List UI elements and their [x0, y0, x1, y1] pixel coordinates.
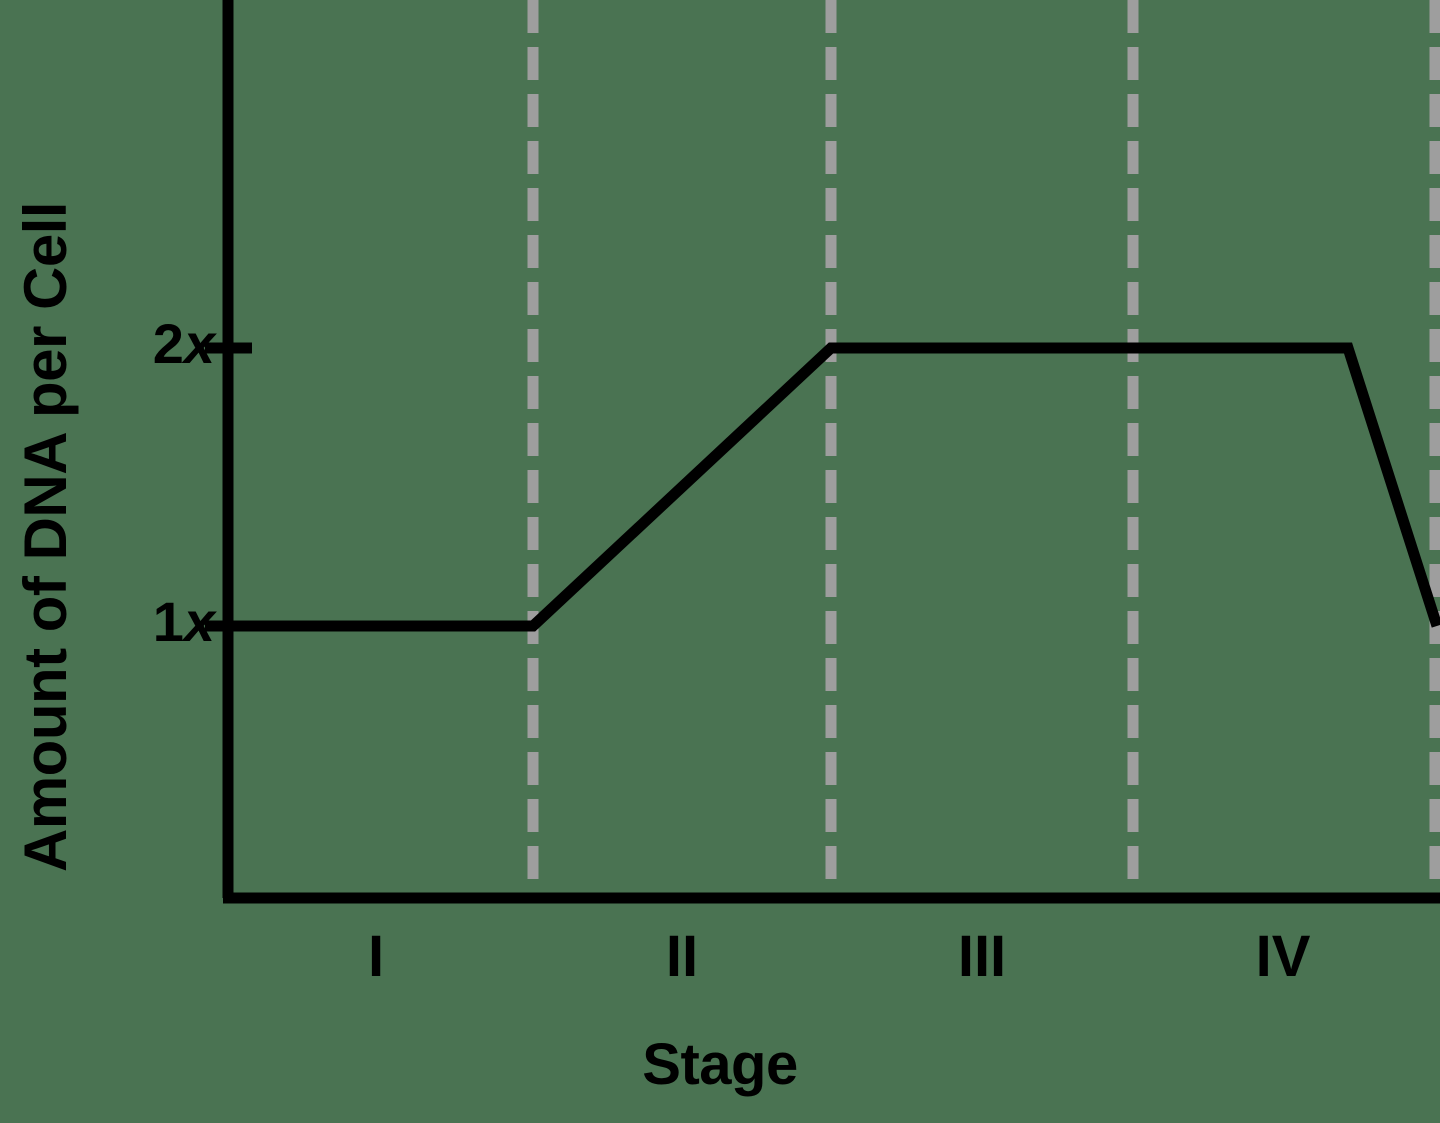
- axis-lines: [222, 0, 1440, 904]
- y-tick-label-1x: 1x: [0, 594, 215, 650]
- x-tick-label-stage-i: I: [367, 924, 385, 989]
- y-axis-title: Amount of DNA per Cell: [12, 201, 79, 872]
- y-tick-label-2x-prefix: 2: [152, 312, 184, 375]
- x-tick-label-stage-iv: IV: [1255, 924, 1311, 989]
- stage-divider-lines: [527, 0, 1440, 898]
- y-tick-label-2x-variable: x: [183, 312, 215, 375]
- dna-amount-data-line: [228, 342, 1440, 632]
- x-tick-label-stage-ii: II: [665, 924, 699, 989]
- y-tick-label-2x: 2x: [0, 316, 215, 372]
- x-tick-label-stage-iii: III: [957, 924, 1007, 989]
- y-tick-label-1x-prefix: 1: [152, 590, 184, 653]
- x-axis-title: Stage: [642, 1032, 798, 1097]
- y-tick-label-1x-variable: x: [183, 590, 215, 653]
